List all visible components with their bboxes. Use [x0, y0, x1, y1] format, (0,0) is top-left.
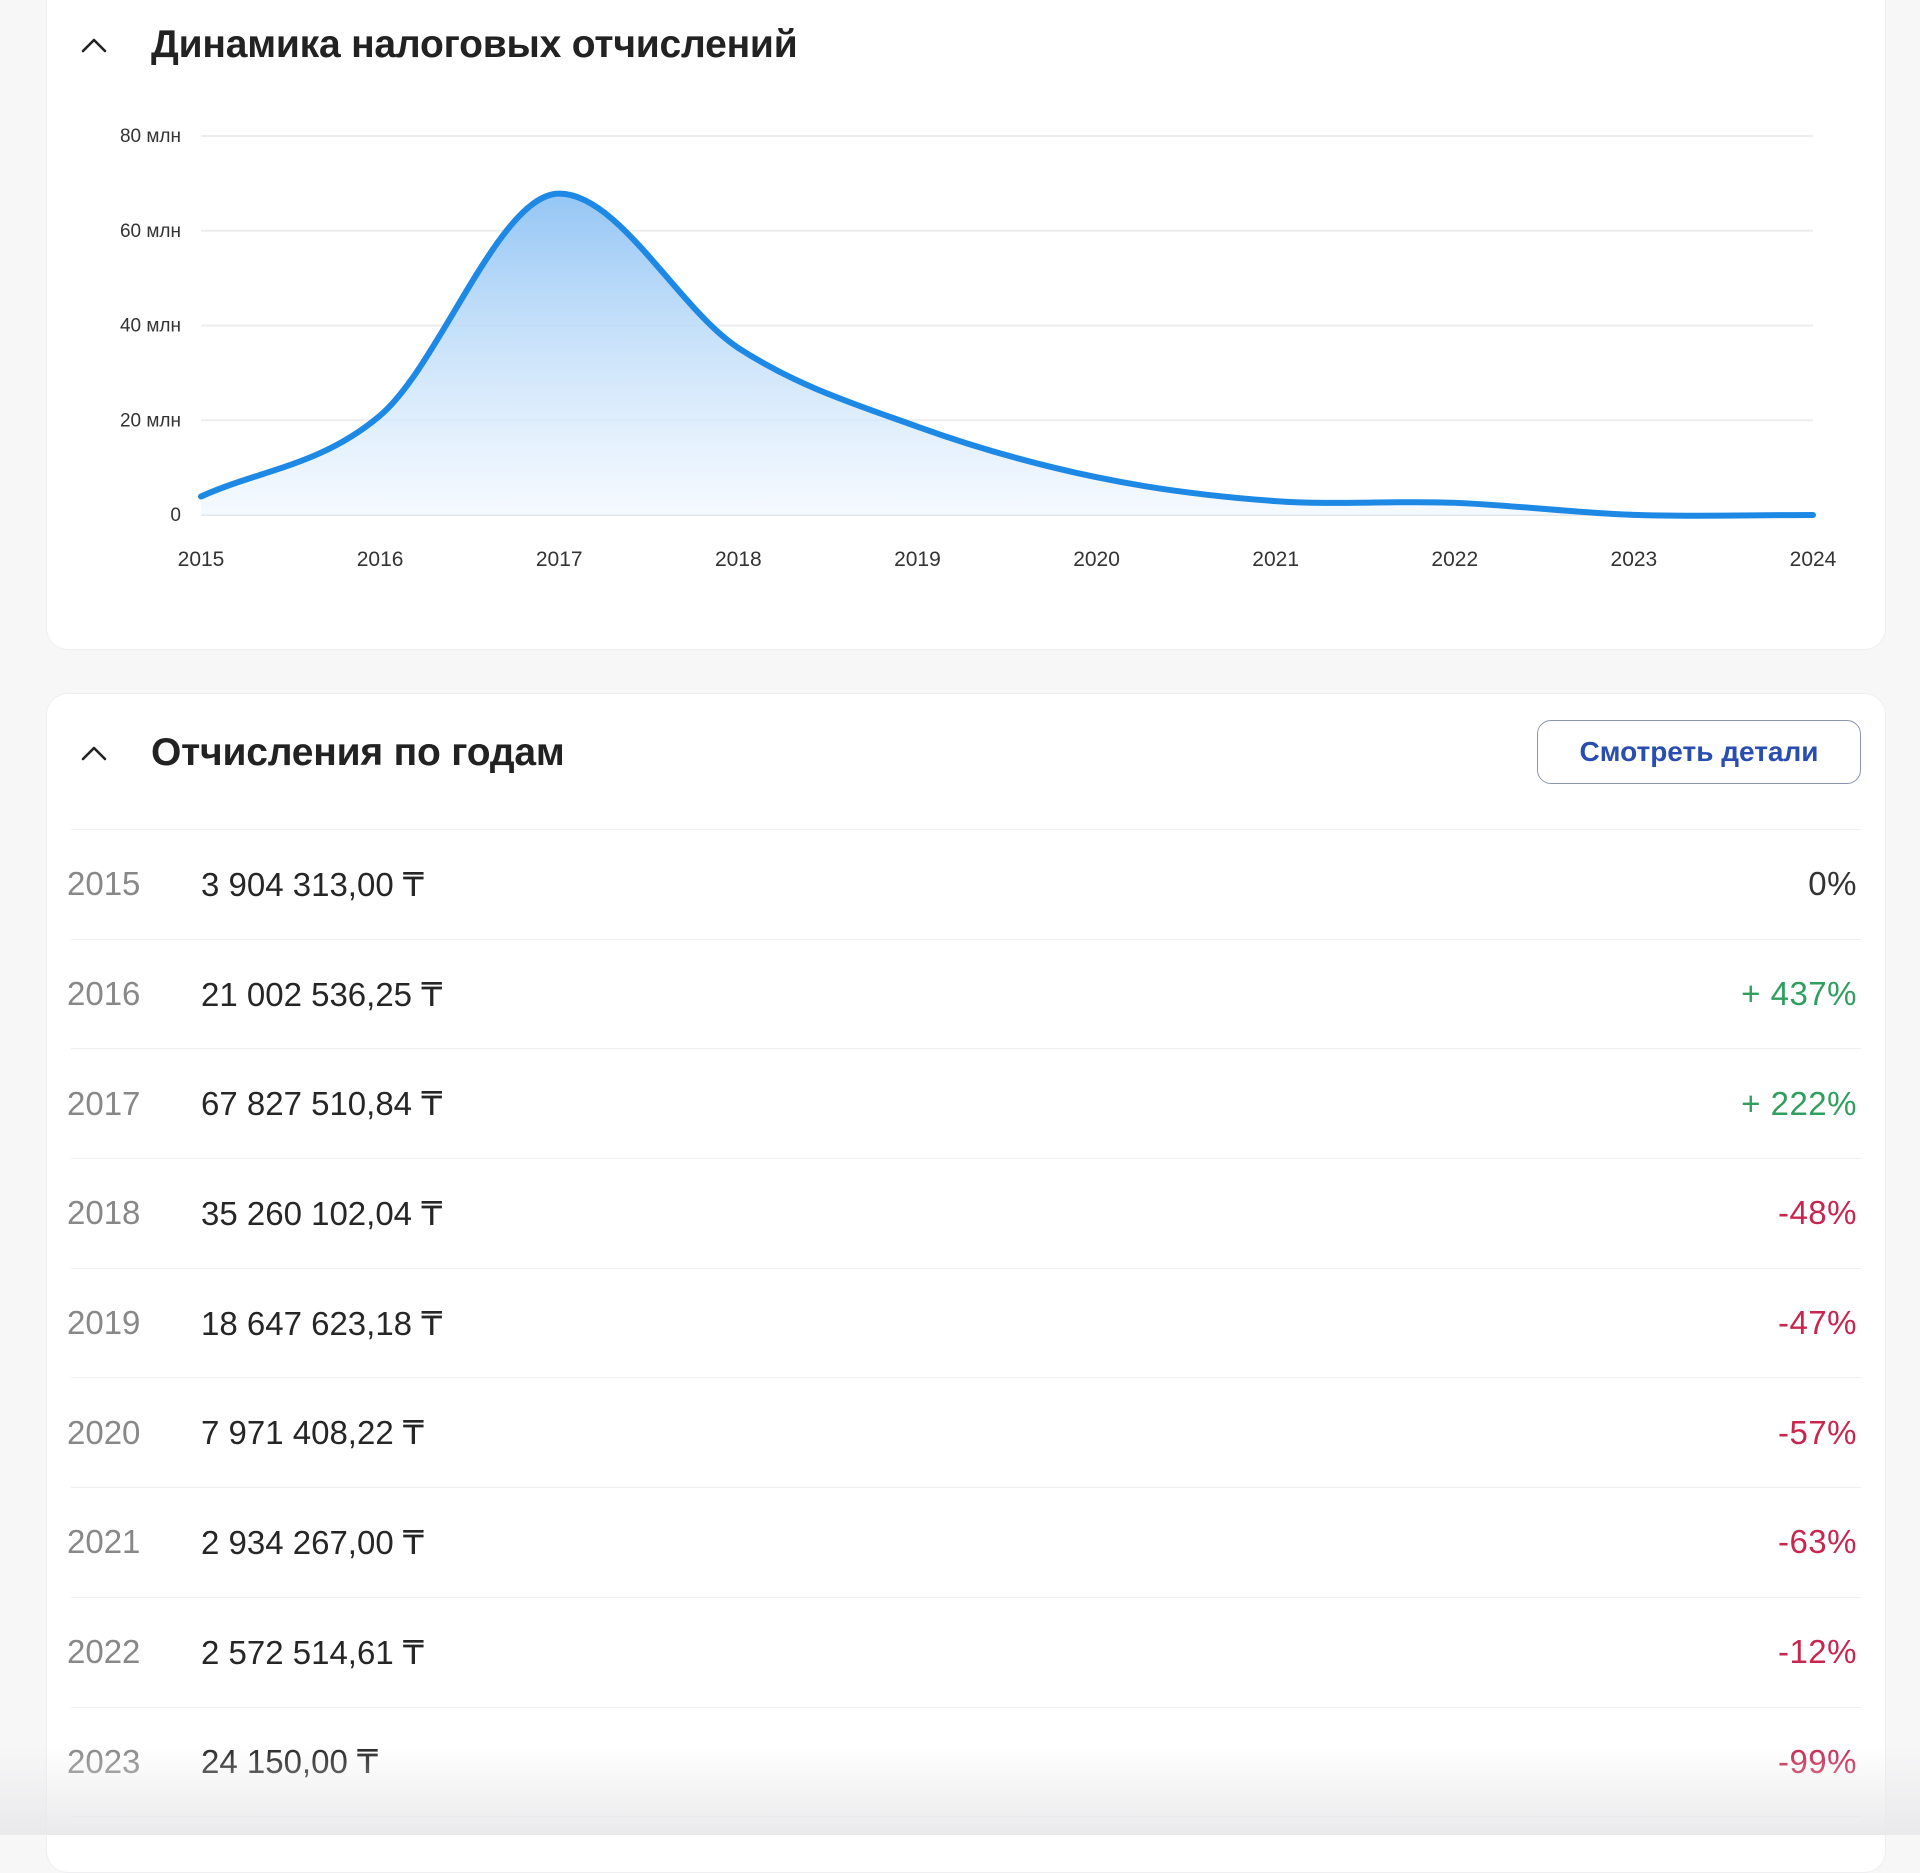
y-axis-label: 40 млн: [120, 316, 181, 337]
row-year: 2016: [67, 975, 141, 1013]
tax-dynamics-title: Динамика налоговых отчислений: [151, 23, 798, 66]
x-axis-label: 2018: [715, 548, 762, 571]
row-change: -99%: [1777, 1742, 1857, 1780]
row-change: -48%: [1777, 1194, 1857, 1232]
series-line[interactable]: [198, 190, 1816, 519]
row-change: -47%: [1777, 1304, 1857, 1342]
x-axis-label: 2021: [1252, 548, 1299, 571]
table-row: 2023 24 150,00 ₸ -99%: [67, 1706, 1861, 1817]
table-row: 2019 18 647 623,18 ₸ -47%: [67, 1267, 1861, 1378]
table-row: 2020 7 971 408,22 ₸ -57%: [67, 1377, 1861, 1487]
tax-dynamics-card: Динамика налоговых отчислений 0 20 млн 40 …: [46, 0, 1886, 650]
row-amount: 21 002 536,25 ₸: [201, 975, 443, 1013]
table-row: 2021 2 934 267,00 ₸ -63%: [67, 1487, 1861, 1597]
x-axis-label: 2015: [178, 548, 225, 571]
table-row: 2017 67 827 510,84 ₸ + 222%: [67, 1048, 1861, 1158]
x-axis-label: 2016: [357, 548, 404, 571]
row-change: -57%: [1777, 1413, 1857, 1451]
row-year: 2021: [67, 1523, 141, 1561]
row-amount: 67 827 510,84 ₸: [201, 1085, 443, 1123]
x-axis-label: 2022: [1431, 548, 1478, 571]
chevron-up-icon[interactable]: [79, 738, 109, 768]
row-change: 0%: [1808, 865, 1857, 903]
row-change: + 222%: [1741, 1084, 1857, 1122]
tax-dynamics-chart: 0 20 млн 40 млн 60 млн 80 млн 2015 2016 2017 201…: [120, 126, 1837, 571]
yearly-payments-title: Отчисления по годам: [151, 731, 565, 774]
x-axis-label: 2019: [894, 548, 941, 571]
table-row: 2022 2 572 514,61 ₸ -12%: [67, 1596, 1861, 1707]
row-amount: 3 904 313,00 ₸: [201, 865, 424, 903]
x-axis-label: 2023: [1611, 548, 1658, 571]
row-change: -12%: [1777, 1633, 1857, 1671]
row-change: + 437%: [1741, 975, 1857, 1013]
row-year: 2015: [67, 865, 141, 903]
y-axis-label: 20 млн: [120, 410, 181, 431]
y-axis-label: 60 млн: [120, 221, 181, 242]
y-axis-label: 0: [170, 505, 181, 526]
area-fill: [201, 193, 1813, 516]
view-details-button[interactable]: Смотреть детали: [1537, 720, 1861, 784]
tax-dynamics-header[interactable]: Динамика налоговых отчислений: [47, 15, 1885, 75]
yearly-payments-card: Отчисления по годам Смотреть детали 2015…: [46, 693, 1886, 1873]
row-year: 2022: [67, 1633, 141, 1671]
row-divider: [71, 1816, 1861, 1818]
row-year: 2023: [67, 1742, 141, 1780]
table-row: 2018 35 260 102,04 ₸ -48%: [67, 1158, 1861, 1268]
row-year: 2019: [67, 1304, 141, 1342]
row-amount: 2 572 514,61 ₸: [201, 1633, 424, 1671]
yearly-payments-header[interactable]: Отчисления по годам: [47, 723, 1885, 783]
y-axis-label: 80 млн: [120, 126, 181, 147]
row-year: 2017: [67, 1084, 141, 1122]
row-year: 2018: [67, 1194, 141, 1232]
x-axis-label: 2024: [1790, 548, 1837, 571]
row-amount: 7 971 408,22 ₸: [201, 1414, 424, 1452]
chevron-up-icon[interactable]: [79, 30, 109, 60]
row-year: 2020: [67, 1413, 141, 1451]
row-amount: 24 150,00 ₸: [201, 1743, 378, 1781]
yearly-payments-list: 2015 3 904 313,00 ₸ 0% 2016 21 002 536,2…: [67, 829, 1861, 1818]
row-amount: 18 647 623,18 ₸: [201, 1304, 443, 1342]
x-axis-label: 2020: [1073, 548, 1120, 571]
table-row: 2016 21 002 536,25 ₸ + 437%: [67, 938, 1861, 1049]
row-amount: 2 934 267,00 ₸: [201, 1523, 424, 1561]
row-change: -63%: [1777, 1523, 1857, 1561]
table-row: 2015 3 904 313,00 ₸ 0%: [67, 829, 1861, 939]
x-axis-label: 2017: [536, 548, 583, 571]
row-amount: 35 260 102,04 ₸: [201, 1194, 443, 1232]
